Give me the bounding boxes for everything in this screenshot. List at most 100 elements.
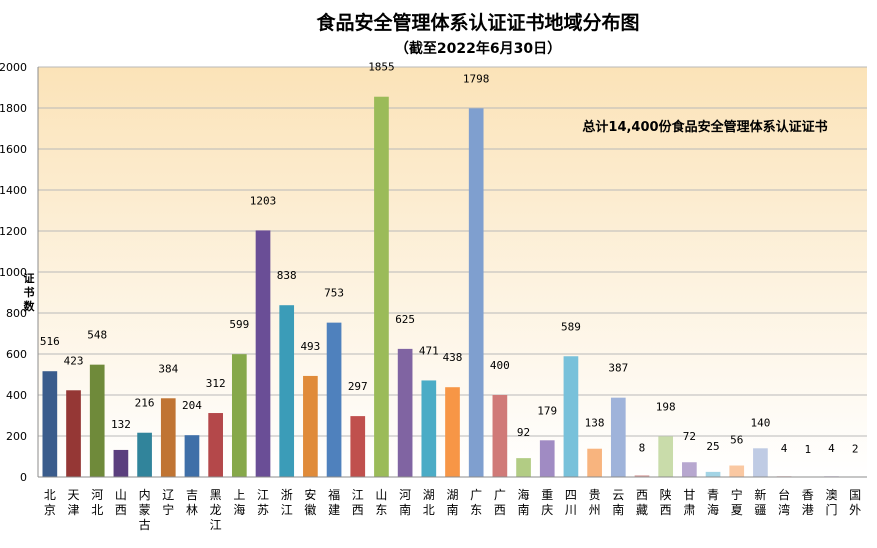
value-label: 25 <box>706 440 719 453</box>
chart-subtitle: （截至2022年6月30日） <box>395 40 561 57</box>
value-label: 423 <box>64 354 84 367</box>
y-tick-label: 1200 <box>0 225 27 238</box>
value-label: 516 <box>40 335 60 348</box>
y-tick-label: 600 <box>6 348 27 361</box>
bar <box>563 356 579 477</box>
value-label: 132 <box>111 418 131 431</box>
y-tick-label: 800 <box>6 307 27 320</box>
x-tick-label: 台湾 <box>778 487 790 517</box>
value-label: 548 <box>87 329 107 342</box>
y-tick-label: 200 <box>6 430 27 443</box>
value-label: 493 <box>300 340 320 353</box>
x-tick-label: 河南 <box>399 488 411 517</box>
x-tick-label: 安徽 <box>304 487 316 517</box>
bar <box>374 96 389 477</box>
value-label: 2 <box>852 443 859 456</box>
value-label: 838 <box>277 269 297 282</box>
x-tick-label: 浙江 <box>281 488 293 517</box>
bar <box>42 371 58 477</box>
x-tick-label: 重庆 <box>541 488 553 517</box>
y-tick-label: 400 <box>6 389 27 402</box>
x-tick-label: 四川 <box>565 488 577 517</box>
bar <box>255 230 271 477</box>
bar <box>634 475 650 477</box>
x-tick-label: 湖北 <box>423 487 435 517</box>
x-tick-label: 海南 <box>518 487 530 517</box>
bars <box>42 96 863 477</box>
x-tick-label: 北京 <box>44 488 56 517</box>
x-tick-label: 国外 <box>849 488 861 517</box>
bar <box>231 354 247 477</box>
x-tick-label: 河北 <box>91 488 103 517</box>
value-label: 198 <box>656 400 676 413</box>
value-label: 92 <box>517 426 530 439</box>
value-label: 72 <box>683 430 696 443</box>
bar <box>303 375 318 477</box>
bar <box>705 471 721 477</box>
x-tick-label: 青海 <box>707 488 719 517</box>
bar <box>160 398 176 477</box>
y-tick-label: 1400 <box>0 184 27 197</box>
bar <box>397 348 413 477</box>
bar <box>208 413 223 477</box>
value-label: 1798 <box>463 72 490 85</box>
value-label: 4 <box>828 442 835 455</box>
x-tick-label: 江苏 <box>257 488 269 517</box>
value-label: 204 <box>182 399 202 412</box>
bar <box>729 465 745 477</box>
value-label: 216 <box>135 397 155 410</box>
value-label: 140 <box>750 416 770 429</box>
x-tick-label: 广西 <box>494 488 506 517</box>
value-label: 56 <box>730 434 743 447</box>
x-tick-label: 香港 <box>802 488 814 517</box>
value-label: 1 <box>804 443 811 456</box>
x-tick-label: 山东 <box>375 488 387 517</box>
total-annotation: 总计14,400份食品安全管理体系认证证书 <box>582 119 827 135</box>
x-tick-label: 湖南 <box>446 487 458 517</box>
x-tick-label: 黑龙江 <box>210 488 222 532</box>
x-tick-label: 陕西 <box>660 487 672 517</box>
bar <box>279 305 295 477</box>
chart-title: 食品安全管理体系认证证书地域分布图 <box>316 11 639 34</box>
value-label: 1855 <box>368 61 395 74</box>
y-tick-labels: 0 200 400 600 800 1000 1200 1400 1600 1800 2000 <box>0 61 27 484</box>
y-tick-label: 1600 <box>0 143 27 156</box>
bar <box>682 462 697 477</box>
x-tick-label: 甘肃 <box>683 488 695 517</box>
y-tick-label: 1000 <box>0 266 27 279</box>
bar <box>137 432 152 477</box>
x-tick-label: 内蒙古 <box>139 488 151 532</box>
value-label: 471 <box>419 344 439 357</box>
value-label: 138 <box>585 417 605 430</box>
x-tick-label: 山西 <box>115 488 127 517</box>
x-tick-label: 辽宁 <box>162 488 174 517</box>
bar <box>516 458 531 477</box>
value-label: 387 <box>608 362 628 375</box>
bar <box>421 380 437 477</box>
bar <box>658 436 674 477</box>
value-label: 400 <box>490 359 510 372</box>
y-tick-label: 2000 <box>0 61 27 74</box>
value-label: 589 <box>561 320 581 333</box>
x-tick-label: 新疆 <box>754 487 766 517</box>
y-axis-label: 证书数 <box>24 272 36 313</box>
y-axis-label-text: 证书数 <box>24 272 36 313</box>
x-tick-labels: 北京天津河北山西内蒙古辽宁吉林黑龙江上海江苏浙江安徽福建江西山东河南湖北湖南广东… <box>44 487 861 532</box>
bar <box>539 440 555 477</box>
bar <box>89 364 105 477</box>
value-label: 179 <box>537 404 557 417</box>
y-tick-label: 0 <box>20 471 27 484</box>
bar <box>66 390 81 477</box>
x-tick-label: 天津 <box>68 488 80 517</box>
value-label: 312 <box>206 377 226 390</box>
x-tick-label: 贵州 <box>589 488 601 517</box>
bar <box>753 448 768 477</box>
value-label: 384 <box>158 362 178 375</box>
x-tick-label: 吉林 <box>186 488 198 517</box>
bar <box>326 322 342 477</box>
value-label: 4 <box>781 442 788 455</box>
value-label: 8 <box>639 441 646 454</box>
